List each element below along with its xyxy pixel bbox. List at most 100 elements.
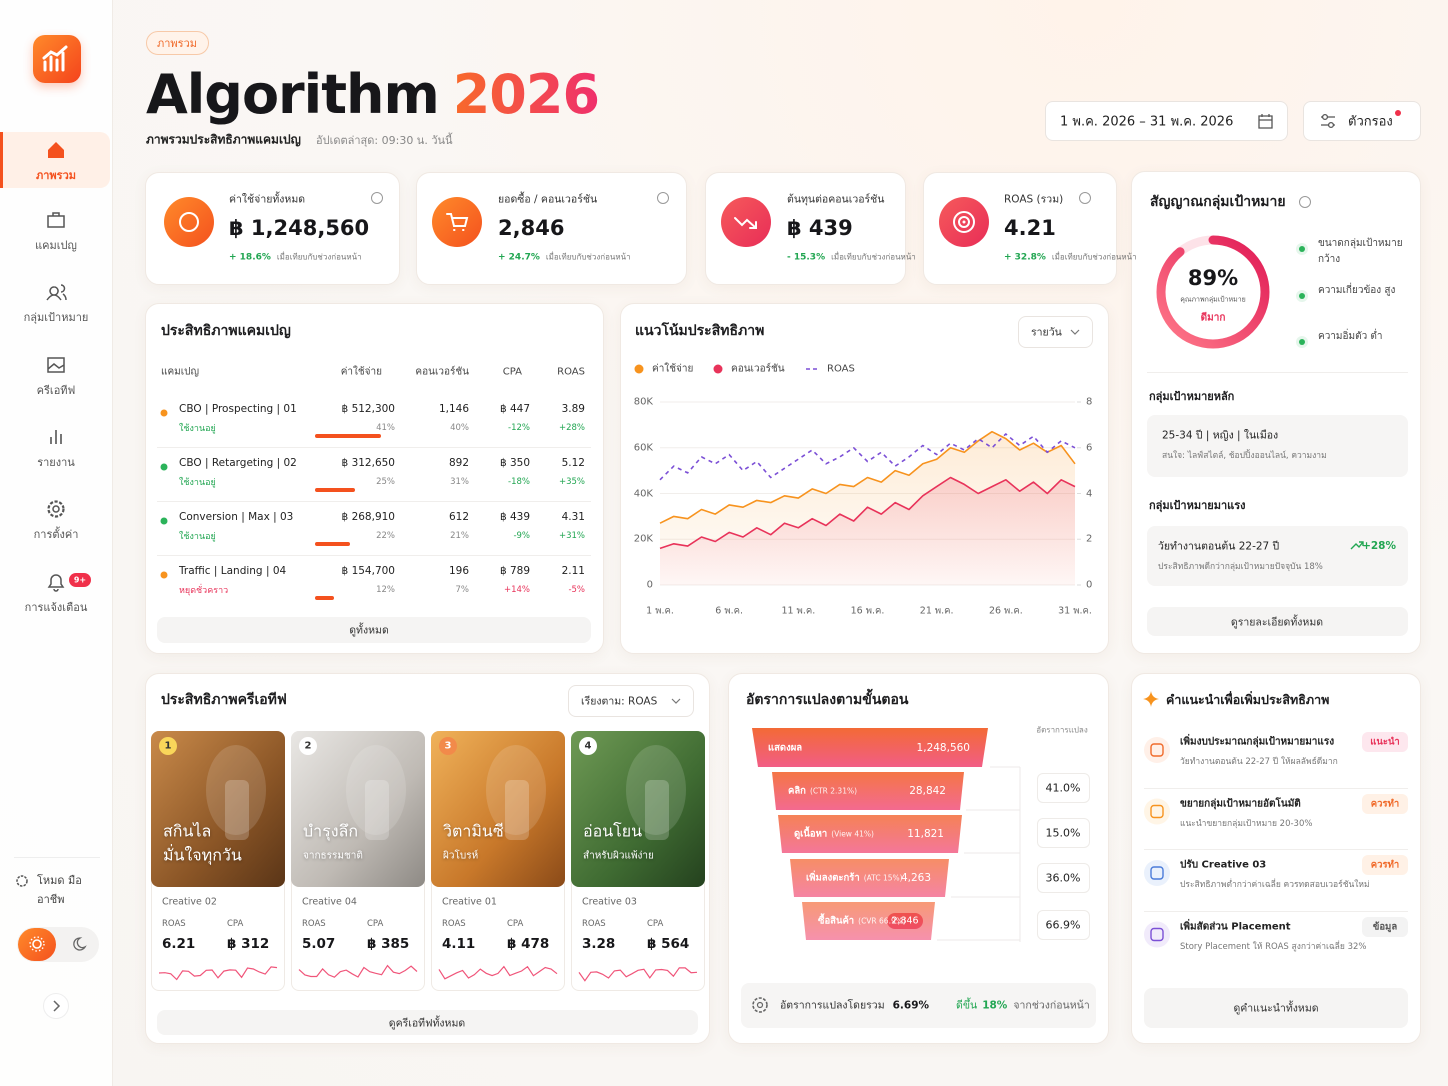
cpa-change: -9% — [513, 531, 530, 541]
info-icon — [1079, 192, 1091, 204]
rec-tag — [1362, 916, 1408, 937]
button-label: ดูรายละเอียดทั้งหมด — [1230, 616, 1324, 629]
creative-product — [645, 780, 669, 840]
date-range-picker[interactable] — [1045, 101, 1288, 141]
y2-tick-label: 6 — [1086, 442, 1093, 454]
theme-label: โหมด มืออาชีพ — [37, 874, 82, 906]
nav-label: กลุ่มเป้าหมาย — [23, 311, 89, 324]
spend-share: 25% — [376, 477, 395, 487]
rate-box — [1037, 818, 1090, 848]
creative-glow — [626, 745, 686, 835]
nav-label: ครีเอทีฟ — [36, 384, 76, 397]
overall-icon — [756, 1001, 764, 1009]
rank-badge — [579, 737, 597, 755]
nav-icon — [48, 142, 64, 158]
kpi-label: ROAS (รวม) — [1004, 193, 1064, 206]
row-divider — [157, 555, 591, 556]
stage-detail: (ATC 15%) — [863, 873, 903, 883]
panel-title: อัตราการแปลงตามขั้นตอน — [746, 692, 909, 708]
kpi-icon-bg — [432, 197, 482, 247]
collapse-button[interactable] — [43, 993, 69, 1019]
column-header: แคมเปญ — [161, 366, 200, 378]
kpi-change: + 24.7% — [498, 252, 540, 263]
sort-dropdown[interactable] — [568, 685, 694, 717]
period-dropdown[interactable] — [1018, 316, 1093, 348]
rising-change: +28% — [1362, 540, 1396, 552]
stage-rate: 15.0% — [1045, 826, 1081, 840]
filter-button[interactable] — [1303, 101, 1421, 141]
nav-label: รายงาน — [37, 456, 75, 469]
theme-light[interactable] — [18, 928, 56, 961]
info-icon — [1299, 196, 1311, 208]
creative-cpa: ฿ 385 — [367, 936, 410, 952]
rec-tag-label: ข้อมูล — [1372, 921, 1398, 932]
share-bar — [315, 542, 351, 546]
stage-name: เพิ่มลงตะกร้า — [806, 872, 860, 884]
roas-change: +28% — [558, 423, 585, 433]
stage-detail: (CTR 2.31%) — [809, 786, 858, 796]
y-tick-label: 40K — [633, 488, 653, 499]
roas: 3.89 — [561, 403, 585, 415]
campaign-status: หยุดชั่วคราว — [179, 586, 229, 596]
panel-title: คำแนะนำเพื่อเพิ่มประสิทธิภาพ — [1166, 692, 1330, 707]
view-all-button[interactable] — [157, 617, 591, 643]
kpi-value: ฿ 439 — [787, 216, 853, 240]
series-line — [659, 476, 1076, 550]
view-recommendations-button[interactable] — [1144, 988, 1408, 1028]
creative-cpa: ฿ 564 — [647, 936, 690, 952]
creative-product — [505, 780, 529, 840]
share-bar — [315, 434, 381, 438]
rec-tag-label: แนะนำ — [1370, 736, 1400, 748]
creative-product — [365, 780, 389, 840]
rec-title: เพิ่มงบประมาณกลุ่มเป้าหมายมาแรง — [1180, 736, 1335, 748]
segment: วัยทำงานตอนต้น 22-27 ปี — [1158, 540, 1280, 553]
kpi-label: ต้นทุนต่อคอนเวอร์ชัน — [787, 193, 885, 206]
signal-dot — [1299, 246, 1305, 252]
creative-headline: บำรุงลึก — [303, 821, 359, 841]
period-label: รายวัน — [1031, 326, 1062, 339]
rising-segment-box — [1147, 526, 1408, 586]
details-button[interactable] — [1147, 607, 1408, 636]
stage-value: 1,248,560 — [916, 741, 970, 754]
y2-tick-label: 8 — [1086, 396, 1093, 408]
row-divider — [157, 501, 591, 502]
stage-label: เพิ่มลงตะกร้า (ATC 15%) — [806, 871, 903, 886]
status-dot — [160, 409, 168, 417]
status-dot — [160, 463, 168, 471]
improve-value: 18% — [982, 999, 1008, 1012]
creative-product — [225, 780, 249, 840]
cpa-change: +14% — [503, 585, 530, 595]
kpi-icon — [958, 216, 970, 228]
kpi-change: + 18.6% — [229, 252, 271, 263]
rec-icon-bg — [1144, 737, 1170, 763]
kpi-note: เมื่อเทียบกับช่วงก่อนหน้า — [545, 252, 631, 262]
signal-label: ความอิ่มตัว ต่ำ — [1318, 331, 1383, 342]
creative-subline: ผิวโบรห์ — [443, 850, 479, 862]
rec-icon — [1150, 866, 1164, 880]
panel-title: แนวโน้มประสิทธิภาพ — [635, 323, 765, 339]
metric-label: CPA — [507, 919, 524, 929]
info-icon — [657, 192, 669, 204]
chevron — [1070, 329, 1080, 335]
kpi-note: เมื่อเทียบกับช่วงก่อนหน้า — [831, 252, 916, 262]
section-title: กลุ่มเป้าหมายมาแรง — [1149, 499, 1246, 512]
nav-active-bar — [0, 132, 3, 188]
x-tick-label: 31 พ.ค. — [1058, 605, 1092, 617]
panel-title: ประสิทธิภาพครีเอทีฟ — [161, 692, 287, 708]
subtitle: ภาพรวมประสิทธิภาพแคมเปญ — [146, 132, 301, 147]
view-creatives-button[interactable] — [157, 1010, 698, 1035]
kpi-change: + 32.8% — [1004, 252, 1046, 263]
nav-icon — [47, 574, 65, 592]
info-icon — [371, 192, 383, 204]
gauge-rating: ดีมาก — [1200, 312, 1226, 324]
metric-label: CPA — [227, 919, 244, 929]
nav-active-bg[interactable] — [0, 132, 110, 188]
cpa: ฿ 789 — [499, 565, 530, 577]
rec-icon-bg — [1144, 860, 1170, 886]
conversion-share: 40% — [450, 423, 469, 433]
spend-share: 22% — [376, 531, 395, 541]
sparkline — [298, 964, 418, 978]
spend-share: 12% — [376, 585, 395, 595]
nav-badge-text: 9+ — [73, 575, 87, 585]
nav-icon — [47, 500, 65, 518]
